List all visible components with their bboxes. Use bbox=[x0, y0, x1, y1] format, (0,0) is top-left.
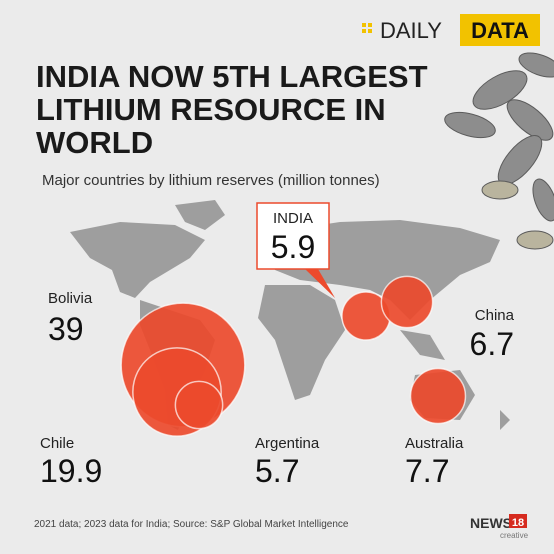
value-label: 19.9 bbox=[40, 453, 102, 489]
source-note: 2021 data; 2023 data for India; Source: … bbox=[34, 519, 349, 530]
brand-box bbox=[460, 14, 540, 46]
country-label: Bolivia bbox=[48, 290, 93, 307]
bubbles bbox=[120, 275, 467, 437]
brand-right: DATA bbox=[471, 18, 529, 43]
country-label: China bbox=[475, 307, 515, 324]
bubble bbox=[174, 380, 224, 430]
value-label: 5.9 bbox=[271, 229, 315, 265]
callout-pointer bbox=[305, 269, 335, 298]
bubble bbox=[409, 367, 467, 425]
logo-dot bbox=[368, 23, 372, 27]
logo-badge bbox=[509, 514, 527, 528]
bubble bbox=[380, 275, 434, 329]
logo-dot bbox=[368, 29, 372, 33]
value-label: 39 bbox=[48, 311, 84, 347]
title-box: INDIA NOW 5TH LARGEST LITHIUM RESOURCE I… bbox=[36, 60, 428, 160]
logo-news: NEWS bbox=[470, 515, 512, 531]
country-label: INDIA bbox=[273, 210, 313, 227]
country-label: Chile bbox=[40, 435, 74, 452]
value-label: 7.7 bbox=[405, 453, 449, 489]
logo-sub: creative bbox=[500, 531, 529, 540]
subtitle: Major countries by lithium reserves (mil… bbox=[42, 172, 380, 189]
value-label: 6.7 bbox=[470, 326, 514, 362]
brand-left: DAILY bbox=[380, 18, 442, 43]
chart-title: INDIA NOW 5TH LARGEST LITHIUM RESOURCE I… bbox=[36, 60, 428, 160]
country-label: Australia bbox=[405, 435, 464, 452]
logo-dot bbox=[362, 23, 366, 27]
logo-number: 18 bbox=[512, 517, 524, 529]
country-label: Argentina bbox=[255, 435, 320, 452]
logo-dot bbox=[362, 29, 366, 33]
rock-decoration bbox=[444, 52, 554, 250]
value-label: 5.7 bbox=[255, 453, 299, 489]
india-callout bbox=[256, 202, 330, 270]
